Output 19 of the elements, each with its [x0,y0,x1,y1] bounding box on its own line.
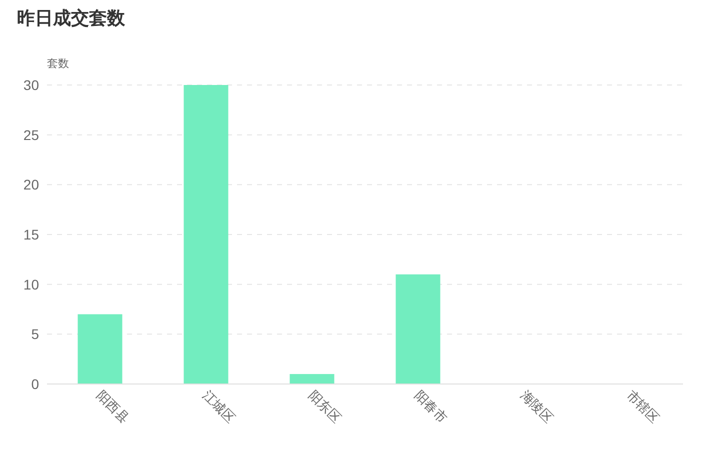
y-tick-label: 10 [23,276,40,292]
y-tick-label: 5 [31,326,40,342]
y-axis-title: 套数 [47,58,69,70]
y-tick-label: 15 [23,226,40,242]
x-tick-label: 阳西县 [94,388,132,426]
x-tick-label: 市辖区 [624,388,662,426]
y-tick-label: 20 [23,176,40,193]
bar [78,314,122,384]
x-tick-label: 阳东区 [306,388,344,426]
x-tick-label: 江城区 [200,388,238,426]
chart-title: 昨日成交套数 [17,8,126,28]
y-tick-label: 25 [23,126,40,143]
x-tick-label: 阳春市 [412,388,450,426]
y-tick-label: 30 [23,77,40,93]
bar [184,85,228,384]
bar [290,374,334,384]
bar [396,274,440,384]
x-tick-label: 海陵区 [518,388,556,426]
y-tick-label: 0 [31,376,40,392]
